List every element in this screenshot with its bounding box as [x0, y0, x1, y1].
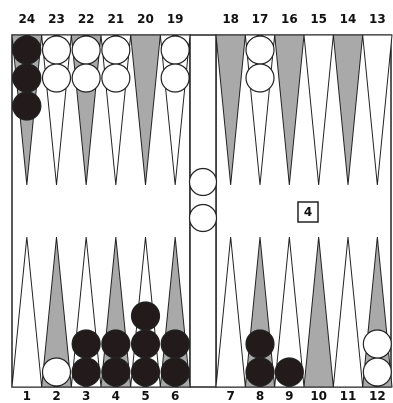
point-number-2: 2 [52, 389, 60, 403]
black-checker-point-4[interactable] [101, 357, 131, 387]
white-checker-point-23[interactable] [41, 35, 72, 65]
point-number-21: 21 [107, 12, 124, 26]
point-number-12: 12 [369, 389, 386, 403]
point-number-9: 9 [285, 389, 293, 403]
point-2[interactable] [41, 236, 72, 388]
point-number-7: 7 [226, 389, 234, 403]
point-number-18: 18 [222, 12, 239, 26]
black-checker-point-6[interactable] [160, 329, 190, 359]
white-checker-point-19[interactable] [160, 35, 190, 65]
black-checker-point-5[interactable] [130, 357, 161, 387]
white-checker-point-12[interactable] [362, 357, 392, 387]
point-number-14: 14 [340, 12, 357, 26]
white-checker-point-2[interactable] [41, 357, 72, 387]
point-numbers: 24 23 22 21 20 19 18 17 16 15 14 131 2 3 4 5 6 7 8 9 10 11 12 [18, 12, 385, 403]
white-checker-point-21[interactable] [101, 63, 131, 93]
point-13[interactable] [362, 34, 393, 186]
white-checker-point-12[interactable] [362, 329, 392, 359]
point-14[interactable] [332, 34, 364, 186]
doubling-cube[interactable]: 4 [297, 201, 319, 223]
white-checker-bar[interactable] [188, 167, 218, 197]
black-checker-point-24[interactable] [12, 63, 42, 93]
white-checker-point-22[interactable] [71, 63, 101, 93]
point-9[interactable] [274, 236, 305, 388]
point-7[interactable] [215, 236, 246, 388]
checkers-layer [12, 35, 392, 387]
point-number-16: 16 [281, 12, 298, 26]
point-18[interactable] [215, 34, 246, 186]
white-checker-point-22[interactable] [71, 35, 101, 65]
white-checker-point-17[interactable] [245, 63, 275, 93]
point-number-17: 17 [252, 12, 269, 26]
point-number-24: 24 [18, 12, 35, 26]
point-number-5: 5 [141, 389, 149, 403]
black-checker-point-24[interactable] [12, 91, 42, 121]
white-checker-point-19[interactable] [160, 63, 190, 93]
white-checker-point-21[interactable] [101, 35, 131, 65]
black-checker-point-5[interactable] [130, 329, 161, 359]
black-checker-point-4[interactable] [101, 329, 131, 359]
point-number-13: 13 [369, 12, 386, 26]
black-checker-point-3[interactable] [71, 357, 101, 387]
black-checker-point-5[interactable] [130, 301, 161, 331]
doubling-cube-face[interactable] [297, 201, 319, 223]
point-number-8: 8 [256, 389, 264, 403]
point-number-10: 10 [310, 389, 327, 403]
black-checker-point-3[interactable] [71, 329, 101, 359]
point-number-22: 22 [78, 12, 95, 26]
white-checker-point-23[interactable] [41, 63, 72, 93]
point-10[interactable] [303, 236, 334, 388]
point-16[interactable] [274, 34, 305, 186]
point-number-1: 1 [23, 389, 31, 403]
black-checker-point-8[interactable] [245, 357, 275, 387]
point-number-6: 6 [171, 389, 179, 403]
black-checker-point-9[interactable] [274, 357, 304, 387]
point-11[interactable] [332, 236, 364, 388]
black-checker-point-24[interactable] [12, 35, 42, 65]
white-checker-point-17[interactable] [245, 35, 275, 65]
point-number-4: 4 [112, 389, 120, 403]
point-number-3: 3 [82, 389, 90, 403]
black-checker-point-6[interactable] [160, 357, 190, 387]
point-15[interactable] [303, 34, 334, 186]
point-1[interactable] [11, 236, 43, 388]
doubling-cube-value: 4 [304, 205, 312, 219]
black-checker-point-8[interactable] [245, 329, 275, 359]
left-board-half [11, 34, 191, 388]
point-number-15: 15 [310, 12, 327, 26]
point-number-11: 11 [340, 389, 357, 403]
point-number-19: 19 [167, 12, 184, 26]
point-number-20: 20 [137, 12, 154, 26]
point-20[interactable] [130, 34, 161, 186]
white-checker-bar[interactable] [188, 203, 218, 233]
point-number-23: 23 [48, 12, 65, 26]
